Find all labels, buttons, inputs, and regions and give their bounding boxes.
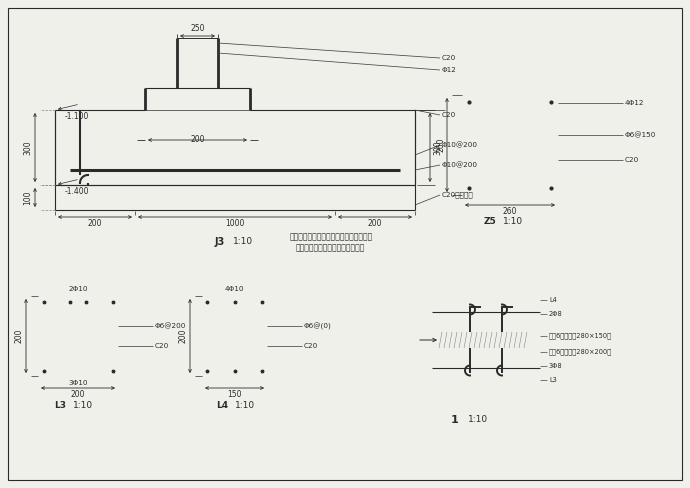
Text: J3: J3 xyxy=(215,237,225,247)
Text: Z5: Z5 xyxy=(484,218,496,226)
Text: 260: 260 xyxy=(436,138,445,152)
Text: C20: C20 xyxy=(304,343,318,349)
Text: 200: 200 xyxy=(88,219,102,228)
Text: Φ10@200: Φ10@200 xyxy=(442,162,478,168)
Text: C20素层垫基: C20素层垫基 xyxy=(442,192,474,198)
Text: 1:10: 1:10 xyxy=(233,238,253,246)
Text: 200: 200 xyxy=(179,329,188,343)
Text: 2Φ8: 2Φ8 xyxy=(549,311,563,317)
Text: Φ6@(0): Φ6@(0) xyxy=(304,323,332,329)
Bar xyxy=(476,109,544,181)
Text: 1000: 1000 xyxy=(226,219,245,228)
Text: -1.100: -1.100 xyxy=(65,112,90,121)
Bar xyxy=(38,296,118,376)
Text: 100: 100 xyxy=(23,190,32,205)
Text: 3Φ8: 3Φ8 xyxy=(549,363,562,369)
Text: L3: L3 xyxy=(54,401,66,409)
Text: C20: C20 xyxy=(625,157,639,163)
Text: -1.400: -1.400 xyxy=(65,187,90,196)
Text: 260: 260 xyxy=(503,207,518,216)
Text: Φ12: Φ12 xyxy=(442,67,457,73)
Text: L3: L3 xyxy=(549,377,557,383)
Text: 注：柱基础标度标高为参考值，具体标高: 注：柱基础标度标高为参考值，具体标高 xyxy=(290,232,373,242)
Text: 150: 150 xyxy=(227,390,242,399)
Text: 200: 200 xyxy=(71,390,86,399)
Text: 300: 300 xyxy=(23,140,32,155)
Text: 1:10: 1:10 xyxy=(468,415,488,425)
Text: 1:10: 1:10 xyxy=(503,218,523,226)
Text: Φ6@150: Φ6@150 xyxy=(625,132,656,138)
Text: 300: 300 xyxy=(433,140,442,155)
Text: 预埋6厚钢板（280×150）: 预埋6厚钢板（280×150） xyxy=(549,333,612,339)
Text: C20: C20 xyxy=(442,55,456,61)
Bar xyxy=(440,332,532,348)
Bar xyxy=(202,296,267,376)
Bar xyxy=(49,307,107,365)
Text: 200: 200 xyxy=(368,219,382,228)
Text: 1:10: 1:10 xyxy=(73,401,93,409)
Bar xyxy=(462,95,558,195)
Text: 4Φ10: 4Φ10 xyxy=(225,286,244,292)
Text: Φ10@200: Φ10@200 xyxy=(442,142,478,148)
Text: L4: L4 xyxy=(549,297,557,303)
Bar xyxy=(212,307,257,365)
Text: 1: 1 xyxy=(451,415,459,425)
Text: 2Φ10: 2Φ10 xyxy=(68,286,88,292)
Text: 应开挖现场开挖后土层情况调整。: 应开挖现场开挖后土层情况调整。 xyxy=(296,244,366,252)
Text: 1:10: 1:10 xyxy=(235,401,255,409)
Text: L4: L4 xyxy=(216,401,228,409)
Text: Φ6@200: Φ6@200 xyxy=(155,323,186,329)
Text: C20: C20 xyxy=(155,343,169,349)
Text: 200: 200 xyxy=(15,329,24,343)
Text: 3Φ10: 3Φ10 xyxy=(68,380,88,386)
Text: 4Φ12: 4Φ12 xyxy=(625,100,644,106)
Text: 200: 200 xyxy=(190,136,205,144)
Text: 预埋6厚钢板（280×200）: 预埋6厚钢板（280×200） xyxy=(549,349,612,355)
Text: C20: C20 xyxy=(442,112,456,118)
Text: 250: 250 xyxy=(190,24,205,33)
